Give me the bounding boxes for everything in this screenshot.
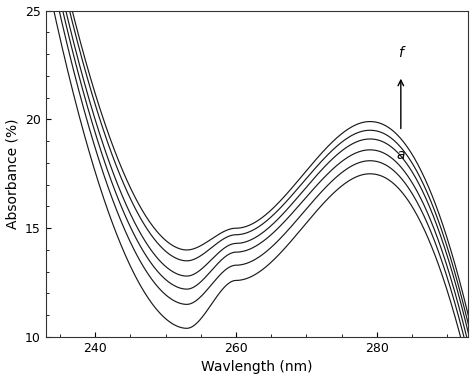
Text: a: a	[397, 148, 405, 161]
Text: f: f	[398, 46, 403, 60]
Y-axis label: Absorbance (%): Absorbance (%)	[6, 119, 19, 229]
X-axis label: Wavlength (nm): Wavlength (nm)	[201, 361, 313, 374]
